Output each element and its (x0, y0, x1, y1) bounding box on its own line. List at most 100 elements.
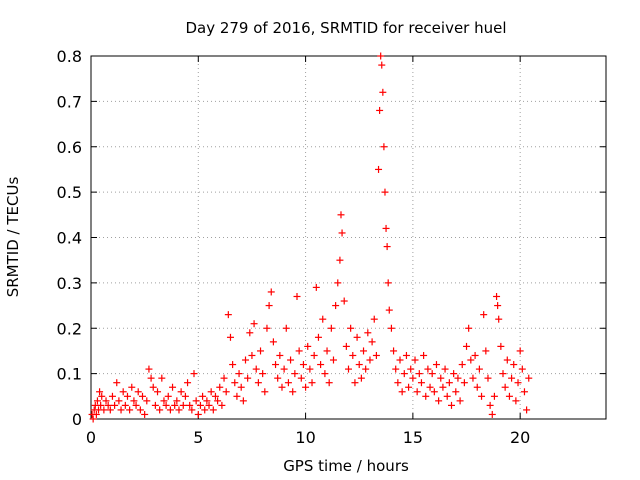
data-point (475, 365, 483, 373)
data-point (98, 392, 106, 400)
data-point (211, 392, 219, 400)
data-point (376, 106, 384, 114)
data-point (284, 379, 292, 387)
data-point (501, 383, 509, 391)
data-point (231, 379, 239, 387)
data-point (338, 229, 346, 237)
data-point (486, 401, 494, 409)
data-point (490, 392, 498, 400)
data-point (93, 397, 101, 405)
data-point (512, 397, 520, 405)
data-point (454, 374, 462, 382)
data-point (387, 324, 395, 332)
data-point (111, 401, 119, 409)
data-point (463, 342, 471, 350)
data-point (92, 410, 100, 418)
data-point (297, 374, 305, 382)
data-point (139, 392, 146, 400)
data-point (327, 324, 335, 332)
data-point (306, 365, 314, 373)
data-point (375, 165, 383, 173)
data-point (398, 388, 406, 396)
data-point (332, 302, 340, 310)
x-axis-label: GPS time / hours (283, 457, 409, 475)
data-point (323, 347, 331, 355)
data-point (233, 392, 241, 400)
data-point (488, 410, 496, 418)
data-point (145, 365, 153, 373)
data-point (321, 370, 329, 378)
data-point (199, 392, 207, 400)
data-point (282, 324, 290, 332)
data-point (379, 88, 387, 96)
data-point (246, 329, 254, 337)
data-point (181, 392, 189, 400)
y-tick-label: 0.8 (57, 47, 82, 66)
chart-title: Day 279 of 2016, SRMTID for receiver hue… (185, 19, 506, 37)
data-point (340, 297, 348, 305)
y-axis-label: SRMTID / TECUs (4, 177, 22, 298)
data-point (299, 361, 307, 369)
data-point (147, 374, 155, 382)
data-point (276, 351, 284, 359)
data-point (169, 383, 177, 391)
data-point (439, 383, 447, 391)
data-point (456, 397, 464, 405)
data-point (218, 401, 226, 409)
x-tick-label: 15 (403, 428, 423, 447)
data-point (443, 392, 451, 400)
data-point (378, 61, 386, 69)
data-point (312, 283, 320, 291)
data-point (400, 370, 408, 378)
data-point (525, 374, 533, 382)
data-point (136, 406, 144, 414)
data-point (383, 243, 391, 251)
data-point (295, 347, 303, 355)
data-point (158, 374, 166, 382)
x-tick-label: 0 (86, 428, 96, 447)
data-point (151, 401, 159, 409)
y-tick-label: 0.1 (57, 365, 82, 384)
data-point (402, 351, 410, 359)
data-point (278, 383, 286, 391)
data-point (415, 370, 423, 378)
data-point (342, 342, 350, 350)
data-point (287, 356, 295, 364)
data-point (499, 370, 507, 378)
x-tick-label: 5 (193, 428, 203, 447)
data-point (89, 415, 97, 423)
data-point (289, 388, 297, 396)
data-point (179, 401, 187, 409)
data-point (102, 397, 110, 405)
data-point (203, 397, 211, 405)
data-point (310, 351, 318, 359)
data-point (505, 392, 513, 400)
data-point (422, 392, 430, 400)
data-point (222, 388, 230, 396)
data-point (130, 397, 138, 405)
data-point (345, 365, 352, 373)
data-point (368, 338, 376, 346)
data-point (441, 365, 449, 373)
data-point (337, 211, 345, 219)
data-point (166, 406, 174, 414)
data-point (437, 374, 445, 382)
data-point (514, 379, 522, 387)
data-point (364, 329, 372, 337)
plot-frame (90, 55, 607, 420)
data-point (205, 401, 213, 409)
data-point (435, 397, 443, 405)
data-point (97, 401, 105, 409)
data-point (377, 52, 385, 60)
data-point (226, 333, 234, 341)
data-point (214, 397, 222, 405)
data-point (448, 401, 455, 409)
data-point (250, 320, 258, 328)
data-point (460, 379, 468, 387)
y-tick-label: 0.2 (57, 319, 82, 338)
tick-labels: 0 5 10 15 20 0 0.1 0.2 0.3 0.4 0.5 0.6 0.7 0.8 (57, 47, 531, 447)
data-point (304, 342, 312, 350)
data-point (209, 406, 217, 414)
data-point (329, 356, 337, 364)
data-point (207, 388, 215, 396)
